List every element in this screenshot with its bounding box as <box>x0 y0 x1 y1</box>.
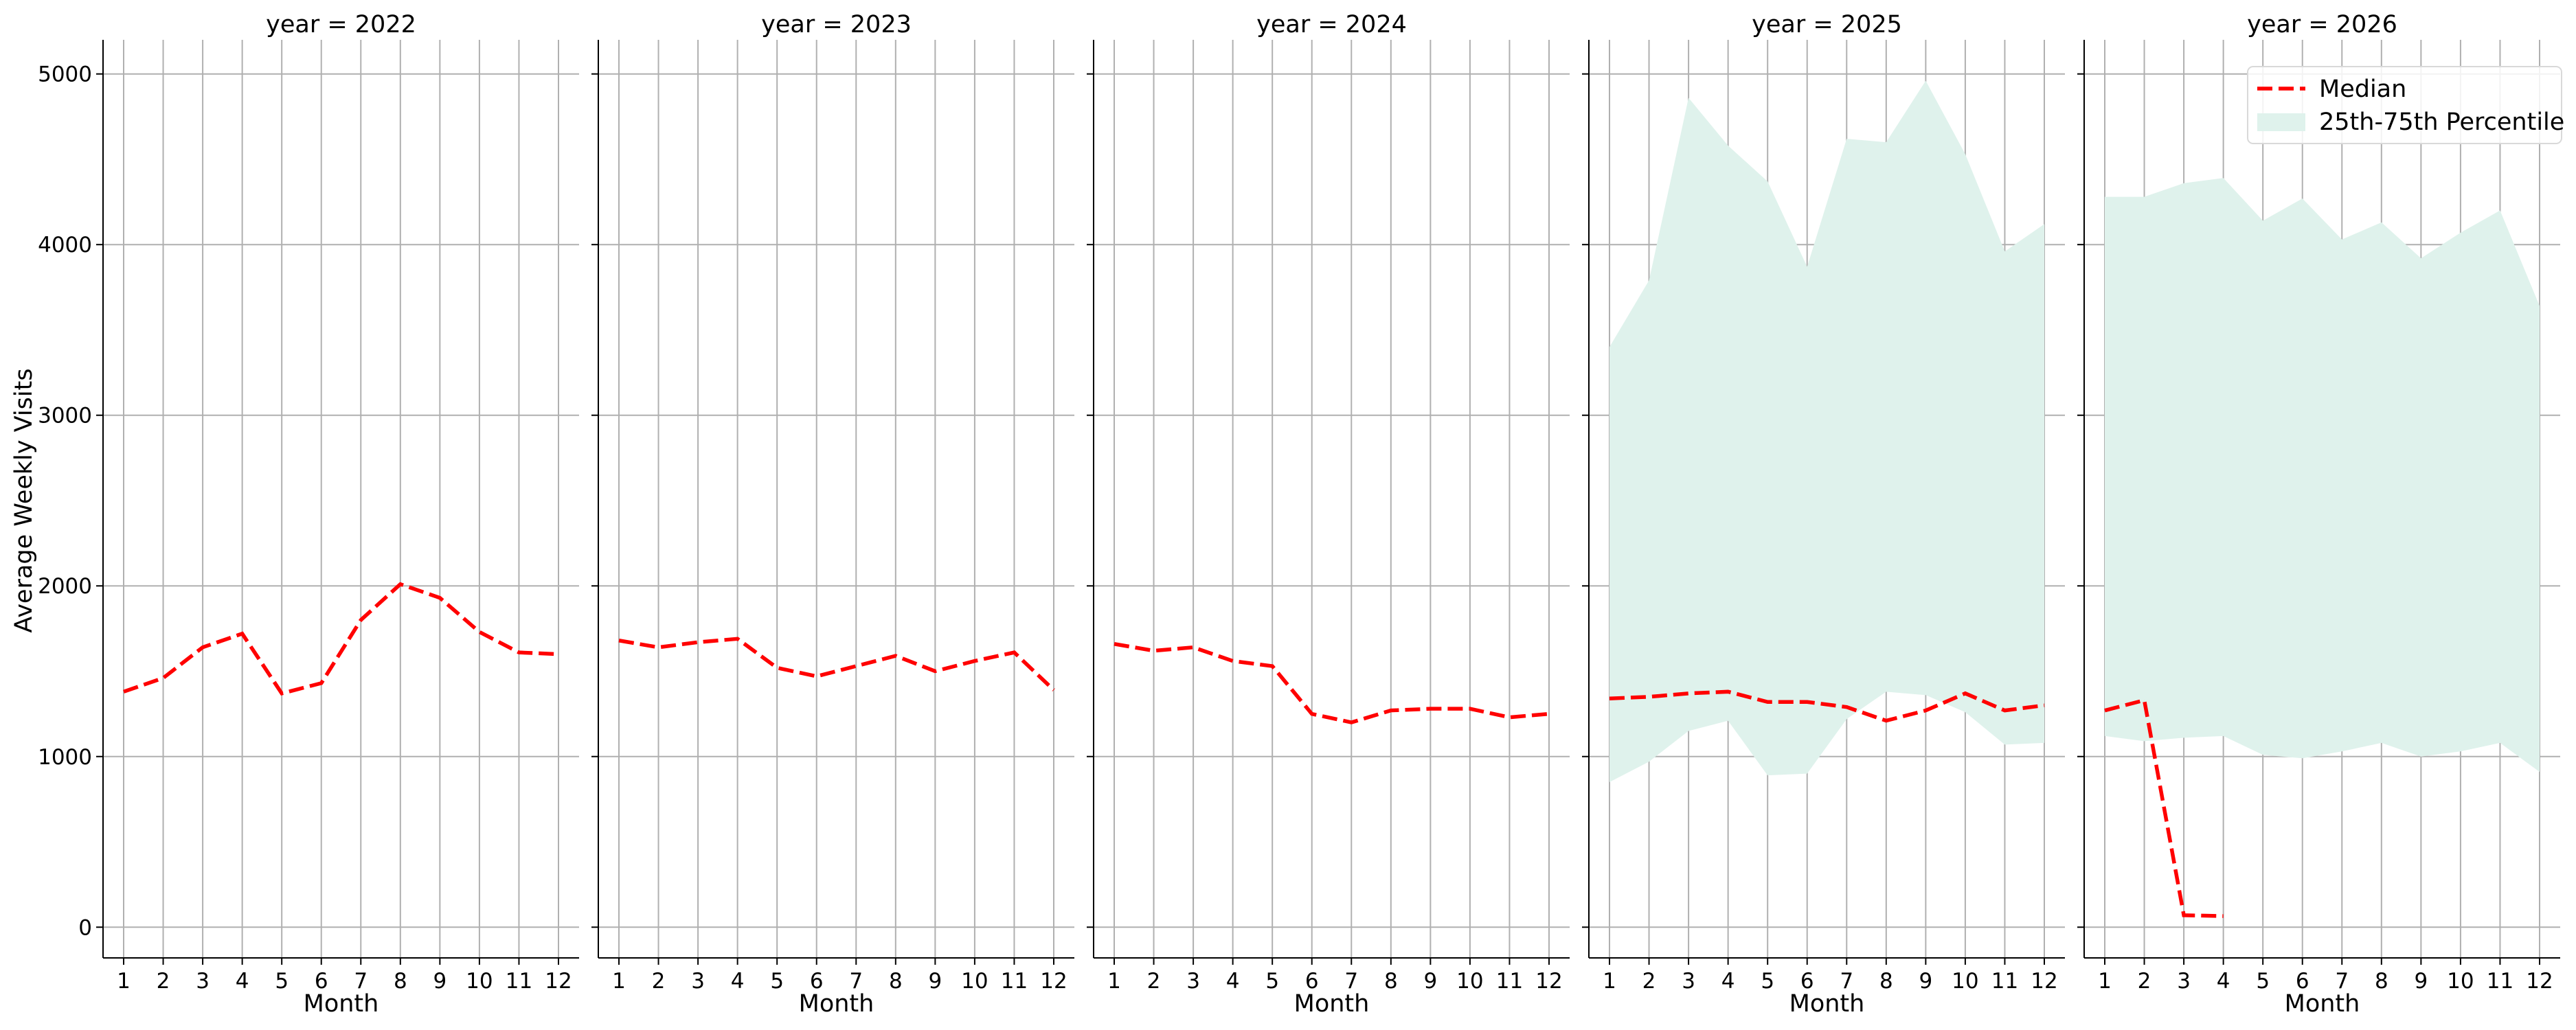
x-tick-label: 6 <box>1305 969 1319 994</box>
x-tick-label: 3 <box>691 969 705 994</box>
x-tick-label: 12 <box>1040 969 1067 994</box>
x-tick-label: 1 <box>612 969 626 994</box>
x-tick-label: 8 <box>1384 969 1398 994</box>
legend-box <box>2247 66 2562 144</box>
median-line <box>1114 642 1550 724</box>
legend-band-label: 25th-75th Percentile <box>2319 108 2564 136</box>
x-tick-label: 6 <box>2296 969 2309 994</box>
x-tick-label: 7 <box>1840 969 1853 994</box>
x-tick-label: 12 <box>545 969 572 994</box>
x-tick-label: 11 <box>1496 969 1523 994</box>
x-tick-label: 11 <box>2487 969 2513 994</box>
x-tick-label: 5 <box>1761 969 1774 994</box>
x-tick-label: 10 <box>1952 969 1978 994</box>
y-tick-label: 1000 <box>38 745 92 770</box>
x-tick-label: 1 <box>1107 969 1121 994</box>
x-tick-label: 10 <box>466 969 493 994</box>
x-tick-label: 11 <box>1001 969 1028 994</box>
median-line <box>1609 689 2045 723</box>
x-tick-label: 6 <box>315 969 328 994</box>
percentile-band <box>1609 80 2044 783</box>
x-tick-label: 2 <box>157 969 170 994</box>
x-tick-label: 6 <box>810 969 824 994</box>
panel-1: 1 2 3 4 5 6 7 8 9 10 11 12010002000300040005000year… <box>38 11 579 1018</box>
x-tick-label: 2 <box>1147 969 1161 994</box>
x-tick-label: 9 <box>433 969 447 994</box>
legend-median-label: Median <box>2319 76 2406 103</box>
x-tick-label: 2 <box>1642 969 1656 994</box>
x-tick-label: 5 <box>1265 969 1279 994</box>
x-tick-label: 11 <box>506 969 532 994</box>
x-tick-label: 1 <box>2098 969 2112 994</box>
x-tick-label: 3 <box>2177 969 2191 994</box>
x-tick-label: 5 <box>275 969 289 994</box>
legend-band-swatch <box>2257 113 2305 131</box>
x-tick-label: 8 <box>394 969 407 994</box>
x-tick-label: 6 <box>1800 969 1814 994</box>
median-line <box>2104 698 2224 918</box>
median-line <box>618 637 1055 691</box>
x-tick-label: 10 <box>961 969 988 994</box>
y-tick-label: 2000 <box>38 574 92 599</box>
x-tick-label: 3 <box>196 969 210 994</box>
x-tick-label: 2 <box>2138 969 2151 994</box>
panel-title: year = 2024 <box>1256 11 1407 38</box>
y-axis-title: Average Weekly Visits <box>10 368 38 632</box>
x-tick-label: 4 <box>1226 969 1240 994</box>
x-tick-label: 10 <box>2447 969 2474 994</box>
x-tick-label: 7 <box>354 969 368 994</box>
x-tick-label: 4 <box>731 969 745 994</box>
x-tick-label: 2 <box>652 969 666 994</box>
x-tick-label: 9 <box>1919 969 1932 994</box>
y-tick-label: 5000 <box>38 62 92 87</box>
x-tick-label: 3 <box>1682 969 1695 994</box>
x-tick-label: 5 <box>2256 969 2270 994</box>
x-tick-label: 5 <box>770 969 784 994</box>
x-tick-label: 7 <box>1344 969 1358 994</box>
x-axis-title: Month <box>799 990 874 1018</box>
x-tick-label: 9 <box>1423 969 1437 994</box>
x-tick-label: 10 <box>1456 969 1483 994</box>
x-tick-label: 7 <box>849 969 863 994</box>
x-tick-label: 9 <box>2414 969 2428 994</box>
x-tick-label: 8 <box>889 969 903 994</box>
x-tick-label: 1 <box>117 969 131 994</box>
y-tick-label: 0 <box>78 915 92 940</box>
chart-legend: Median 25th-75th Percentile <box>2247 66 2564 144</box>
x-tick-label: 9 <box>928 969 942 994</box>
x-tick-label: 12 <box>1535 969 1562 994</box>
x-axis-title: Month <box>304 990 379 1018</box>
x-tick-label: 4 <box>236 969 249 994</box>
panel-title: year = 2023 <box>761 11 912 38</box>
x-tick-label: 12 <box>2526 969 2553 994</box>
panel-title: year = 2022 <box>266 11 416 38</box>
x-tick-label: 4 <box>2217 969 2230 994</box>
x-axis-title: Month <box>1294 990 1370 1018</box>
x-tick-label: 3 <box>1186 969 1200 994</box>
x-tick-label: 1 <box>1603 969 1616 994</box>
y-tick-label: 3000 <box>38 404 92 428</box>
x-tick-label: 7 <box>2335 969 2349 994</box>
x-tick-label: 8 <box>1879 969 1893 994</box>
x-axis-title: Month <box>2285 990 2360 1018</box>
median-line <box>123 582 559 696</box>
x-axis-title: Month <box>1789 990 1865 1018</box>
x-tick-label: 4 <box>1721 969 1735 994</box>
panel-title: year = 2025 <box>1752 11 1902 38</box>
x-tick-label: 11 <box>1991 969 2018 994</box>
x-tick-label: 8 <box>2375 969 2388 994</box>
x-tick-label: 12 <box>2031 969 2057 994</box>
percentile-band <box>2105 178 2540 772</box>
chart-panels: 1 2 3 4 5 6 7 8 9 10 11 12010002000300040005000year… <box>38 11 2560 1018</box>
panel-title: year = 2026 <box>2247 11 2397 38</box>
y-tick-label: 4000 <box>38 233 92 258</box>
